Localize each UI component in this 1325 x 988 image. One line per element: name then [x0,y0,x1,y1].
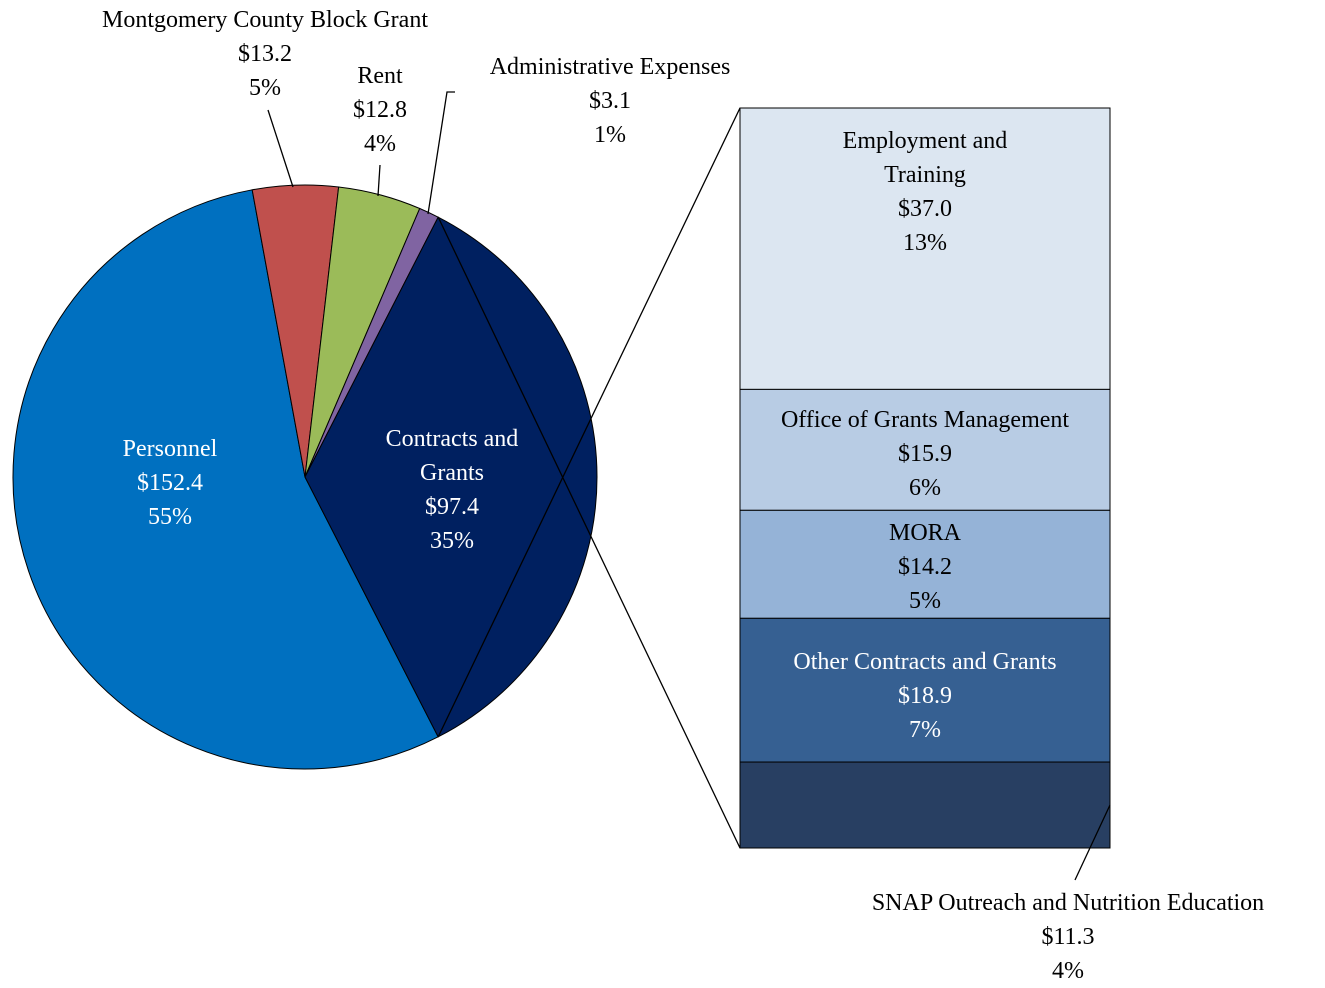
data-label: MORA $14.2 5% [740,516,1110,618]
percent-label: 4% [364,131,396,157]
label-name: Other Contracts and Grants [793,649,1057,675]
data-label: Montgomery County Block Grant $13.2 5% [40,3,490,105]
percent-label: 6% [909,475,941,501]
percent-label: 7% [909,717,941,743]
percent-label: 55% [148,504,192,530]
data-label: SNAP Outreach and Nutrition Education $11… [818,886,1318,988]
label-name: Employment and Training [842,128,1008,188]
bar-segment [739,761,1111,849]
label-name: Administrative Expenses [489,54,731,80]
leader-line [377,164,381,197]
leader-line [427,91,455,215]
value-label: $14.2 [898,554,952,580]
data-label: Administrative Expenses $3.1 1% [450,50,770,152]
data-label: Other Contracts and Grants $18.9 7% [740,645,1110,747]
label-name: Montgomery County Block Grant [102,7,428,33]
percent-label: 5% [249,75,281,101]
connector-line [437,107,741,738]
percent-label: 35% [430,528,474,554]
pie-slice [304,216,598,738]
label-name: MORA [888,520,961,546]
label-name: Office of Grants Management [780,407,1070,433]
value-label: $18.9 [898,683,952,709]
leader-line [267,109,294,188]
value-label: $11.3 [1041,924,1095,950]
bar-segment [739,107,1111,390]
value-label: $37.0 [898,196,952,222]
value-label: $12.8 [353,97,407,123]
value-label: $13.2 [238,41,292,67]
connector-line [437,216,741,849]
label-name: SNAP Outreach and Nutrition Education [871,890,1265,916]
value-label: $3.1 [589,88,631,114]
percent-label: 4% [1052,958,1084,984]
value-label: $97.4 [425,494,479,520]
data-label: Employment and Training $37.0 13% [800,124,1050,260]
label-name: Contracts and Grants [385,426,519,486]
bar-segment [739,388,1111,511]
leaders [267,91,1111,881]
data-label: Office of Grants Management $15.9 6% [740,403,1110,505]
percent-label: 13% [903,230,947,256]
label-name: Personnel [122,436,218,462]
pie-slice [12,189,439,770]
bar-segment [739,617,1111,763]
bar-segment [739,509,1111,619]
percent-label: 5% [909,588,941,614]
data-label: Rent $12.8 4% [320,59,440,161]
value-label: $152.4 [137,470,203,496]
data-label: Contracts and Grants $97.4 35% [372,422,532,558]
label-name: Rent [357,63,403,89]
value-label: $15.9 [898,441,952,467]
percent-label: 1% [594,122,626,148]
leader-line [1074,804,1111,881]
data-label: Personnel $152.4 55% [70,432,270,534]
